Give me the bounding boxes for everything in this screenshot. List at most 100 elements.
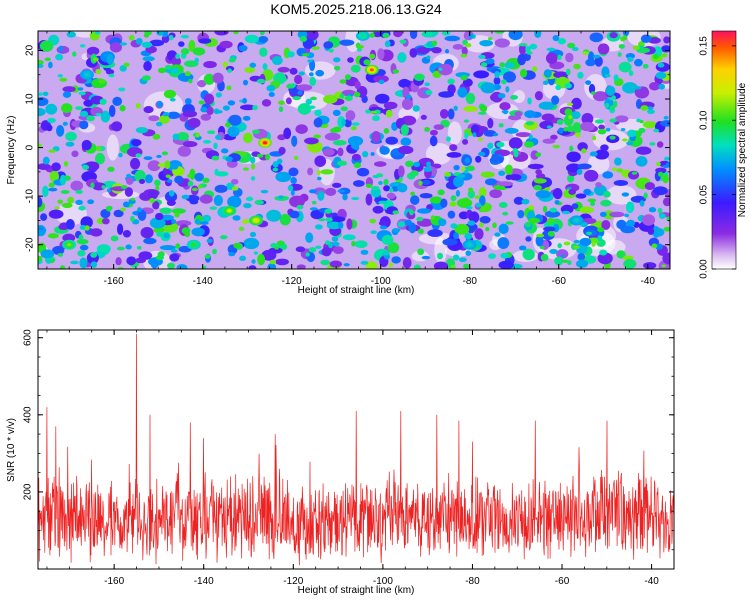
heatmap-cell: [521, 198, 530, 205]
heatmap-cell: [417, 208, 432, 214]
heatmap-cell: [351, 153, 361, 161]
heatmap-cell: [544, 210, 561, 218]
heatmap-cell: [379, 146, 390, 155]
heatmap-cell: [624, 213, 629, 218]
heatmap-cell: [77, 250, 86, 257]
heatmap-cell: [487, 37, 493, 41]
heatmap-cell: [48, 187, 58, 192]
heatmap-cell: [187, 180, 194, 187]
heatmap-cell: [499, 62, 506, 68]
heatmap-cell: [508, 137, 523, 150]
heatmap-cell: [38, 255, 43, 262]
heatmap-cell: [324, 132, 341, 141]
heatmap-cell: [158, 114, 170, 124]
heatmap-cell: [502, 211, 509, 216]
heatmap-cell: [116, 246, 125, 251]
heatmap-cell: [75, 106, 84, 110]
y-tick-label: 200: [23, 483, 34, 500]
heatmap-cell: [643, 192, 648, 199]
heatmap-cell: [568, 188, 577, 195]
heatmap-cell: [212, 72, 224, 84]
heatmap-cell: [533, 178, 547, 184]
heatmap-cell: [592, 135, 597, 141]
heatmap-cell: [242, 167, 249, 171]
heatmap-cell: [170, 163, 179, 170]
heatmap-cell: [290, 177, 297, 185]
heatmap-cell: [639, 119, 644, 124]
heatmap-cell: [534, 31, 542, 38]
heatmap-cell: [60, 190, 70, 194]
heatmap-cell: [536, 233, 545, 238]
heatmap-cell: [474, 195, 481, 200]
heatmap-cell: [209, 206, 218, 210]
heatmap-cell: [382, 32, 390, 38]
heatmap-cell: [304, 137, 319, 145]
heatmap-cell: [99, 98, 107, 105]
heatmap-cell: [298, 71, 305, 76]
heatmap-cell: [309, 207, 318, 211]
heatmap-cell: [539, 245, 545, 250]
heatmap-cell: [141, 41, 153, 48]
heatmap-cell: [634, 86, 650, 99]
heatmap-cell: [357, 47, 362, 52]
heatmap-cell: [164, 64, 172, 70]
heatmap-cell: [161, 151, 169, 156]
heatmap-cell: [214, 110, 223, 114]
heatmap-cell: [479, 195, 486, 206]
heatmap-cell: [332, 182, 342, 188]
snr-frame: [37, 329, 675, 570]
heatmap-cell: [107, 166, 115, 172]
heatmap-cell: [485, 58, 495, 65]
heatmap-cell: [658, 213, 666, 220]
heatmap-cell: [83, 99, 94, 107]
heatmap-cell: [628, 70, 634, 77]
heatmap-cell: [65, 141, 75, 147]
snr-series-line: [38, 333, 674, 566]
heatmap-cell: [301, 53, 310, 57]
heatmap-cell: [450, 223, 458, 229]
heatmap-cell: [452, 254, 460, 261]
heatmap-cell: [426, 161, 431, 167]
heatmap-cell: [494, 71, 500, 78]
heatmap-cell: [519, 245, 527, 251]
heatmap-cell: [525, 46, 531, 53]
heatmap-cell: [478, 186, 487, 198]
x-tick-label: -140: [193, 276, 213, 287]
heatmap-cell: [242, 79, 249, 86]
heatmap-cell: [369, 218, 377, 224]
heatmap-cell: [297, 90, 303, 96]
heatmap-cell: [385, 109, 393, 118]
heatmap-cell: [248, 265, 257, 269]
heatmap-cell: [324, 240, 330, 245]
heatmap-cell: [57, 252, 64, 257]
heatmap-cell: [333, 57, 341, 63]
heatmap-cell: [245, 196, 254, 202]
heatmap-cell: [450, 195, 457, 202]
heatmap-cell: [416, 216, 424, 222]
heatmap-cell: [147, 190, 159, 200]
heatmap-cell: [393, 31, 403, 38]
heatmap-cell: [181, 194, 190, 200]
heatmap-cell: [626, 219, 636, 227]
heatmap-cell: [307, 59, 313, 63]
heatmap-cell: [266, 209, 282, 222]
heatmap-cell: [78, 205, 86, 211]
heatmap-cell: [67, 196, 74, 204]
heatmap-cell: [332, 109, 341, 117]
heatmap-cell: [440, 198, 448, 208]
heatmap-cell: [149, 39, 165, 47]
heatmap-cell: [525, 236, 532, 242]
heatmap-cell: [62, 233, 76, 243]
heatmap-cell: [279, 76, 287, 83]
heatmap-cell: [464, 157, 471, 164]
heatmap-cell: [370, 110, 377, 114]
heatmap-cell: [618, 43, 625, 49]
heatmap-cell: [243, 132, 253, 144]
heatmap-cell: [597, 235, 603, 242]
heatmap-cell: [293, 155, 299, 161]
heatmap-cell: [47, 117, 56, 124]
heatmap-cell: [447, 78, 455, 85]
heatmap-cell: [566, 125, 575, 133]
heatmap-cell: [412, 105, 420, 112]
heatmap-cell: [299, 35, 308, 43]
